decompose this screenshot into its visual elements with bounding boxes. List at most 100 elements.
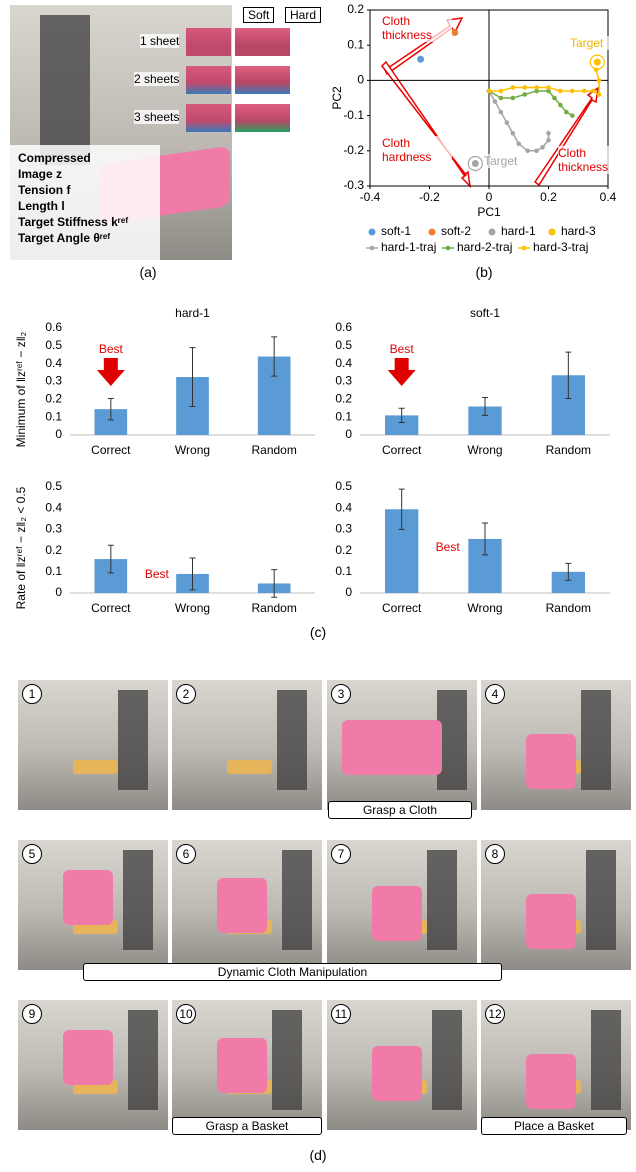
- point: [594, 59, 601, 66]
- cloth: [217, 1038, 267, 1093]
- frame-number: 9: [22, 1004, 42, 1024]
- trajectory-point: [558, 89, 563, 94]
- chart-title: soft-1: [470, 306, 500, 320]
- frame-photo: [481, 680, 631, 810]
- swatch-hard: [235, 66, 290, 94]
- x-tick-label: Random: [251, 601, 296, 615]
- annotation: Target: [570, 36, 620, 50]
- row-label: 2 sheets: [134, 72, 179, 86]
- panel-caption: (c): [310, 624, 326, 640]
- legend-marker: [370, 246, 375, 251]
- trajectory-point: [499, 89, 504, 94]
- y-tick-label: -0.2: [343, 143, 364, 157]
- panel-caption: (b): [475, 264, 492, 280]
- x-tick-label: Wrong: [467, 443, 502, 457]
- y-tick-label: 0.5: [45, 479, 62, 493]
- swatch-header: Hard: [285, 7, 321, 23]
- trajectory-point: [499, 96, 504, 101]
- frame-number: 10: [176, 1004, 196, 1024]
- x-tick-label: Wrong: [175, 601, 210, 615]
- y-tick-label: 0: [55, 585, 62, 599]
- y-tick-label: 0: [345, 427, 352, 441]
- x-tick-label: Wrong: [175, 443, 210, 457]
- panel-caption: (d): [309, 1147, 326, 1163]
- legend-marker: [446, 246, 451, 251]
- phase-label: Place a Basket: [481, 1117, 627, 1135]
- swatch-hard: [235, 104, 290, 132]
- x-tick-label: 0.2: [540, 190, 557, 204]
- frame-photo: [327, 1000, 477, 1130]
- frame-number: 6: [176, 844, 196, 864]
- cloth: [526, 894, 576, 949]
- trajectory-point: [522, 92, 527, 97]
- frame-photo: [172, 680, 322, 810]
- robot: [277, 690, 307, 790]
- y-tick-label: 0.4: [45, 356, 62, 370]
- point: [472, 160, 479, 167]
- legend-label: hard-3-traj: [533, 240, 588, 254]
- y-tick-label: 0.1: [335, 409, 352, 423]
- best-label: Best: [99, 342, 124, 356]
- frame-number: 5: [22, 844, 42, 864]
- best-label: Best: [390, 342, 415, 356]
- legend-label: hard-2-traj: [457, 240, 512, 254]
- cloth: [526, 734, 576, 789]
- y-tick-label: 0.3: [45, 374, 62, 388]
- cloth: [217, 878, 267, 933]
- frame-number: 3: [331, 684, 351, 704]
- robot: [128, 1010, 158, 1110]
- trajectory-point: [594, 68, 599, 73]
- y-tick-label: 0.5: [335, 338, 352, 352]
- trajectory-point: [564, 110, 569, 115]
- trajectory-point: [546, 131, 551, 136]
- trajectory-point: [511, 96, 516, 101]
- best-label: Best: [145, 567, 170, 581]
- robot: [581, 690, 611, 790]
- row-label: 3 sheets: [134, 110, 179, 124]
- y-tick-label: 0.3: [335, 522, 352, 536]
- y-tick-label: 0.2: [45, 392, 62, 406]
- robot: [586, 850, 616, 950]
- cloth: [372, 1046, 422, 1101]
- trajectory-point: [493, 99, 498, 104]
- legend-marker: [522, 246, 527, 251]
- figure: CompressedImage zTension fLength lTarget…: [0, 0, 636, 1172]
- frame-photo: [172, 1000, 322, 1130]
- frame-number: 4: [485, 684, 505, 704]
- frame-photo: [327, 840, 477, 970]
- y-tick-label: 0.5: [335, 479, 352, 493]
- row-label: 1 sheet: [140, 34, 179, 48]
- x-tick-label: Correct: [91, 601, 131, 615]
- trajectory-point: [522, 85, 527, 90]
- legend-label: hard-3: [561, 224, 596, 238]
- trajectory-point: [552, 96, 557, 101]
- chair: [73, 760, 118, 774]
- trajectory-point: [511, 131, 516, 136]
- x-tick-label: 0: [486, 190, 493, 204]
- swatch-soft: [186, 66, 231, 94]
- swatch-hard: [235, 28, 290, 56]
- trajectory-point: [570, 89, 575, 94]
- legend-marker: [369, 229, 376, 236]
- y-tick-label: 0.5: [45, 338, 62, 352]
- chart-title: hard-1: [175, 306, 210, 320]
- trajectory-point: [540, 145, 545, 150]
- x-tick-label: Correct: [382, 443, 422, 457]
- trajectory-point: [499, 110, 504, 115]
- y-tick-label: 0.1: [335, 564, 352, 578]
- legend-label: hard-1: [501, 224, 536, 238]
- y-tick-label: 0.3: [45, 522, 62, 536]
- x-tick-label: Random: [251, 443, 296, 457]
- y-tick-label: 0: [345, 585, 352, 599]
- legend-label: soft-2: [441, 224, 471, 238]
- trajectory-point: [487, 89, 492, 94]
- y-tick-label: 0.4: [45, 500, 62, 514]
- trajectory-point: [591, 89, 596, 94]
- x-tick-label: Random: [546, 443, 591, 457]
- frame-photo: [481, 1000, 631, 1130]
- y-tick-label: 0.6: [45, 320, 62, 334]
- frame-number: 12: [485, 1004, 505, 1024]
- cloth: [63, 1030, 113, 1085]
- frame-photo: [172, 840, 322, 970]
- phase-label: Dynamic Cloth Manipulation: [83, 963, 502, 981]
